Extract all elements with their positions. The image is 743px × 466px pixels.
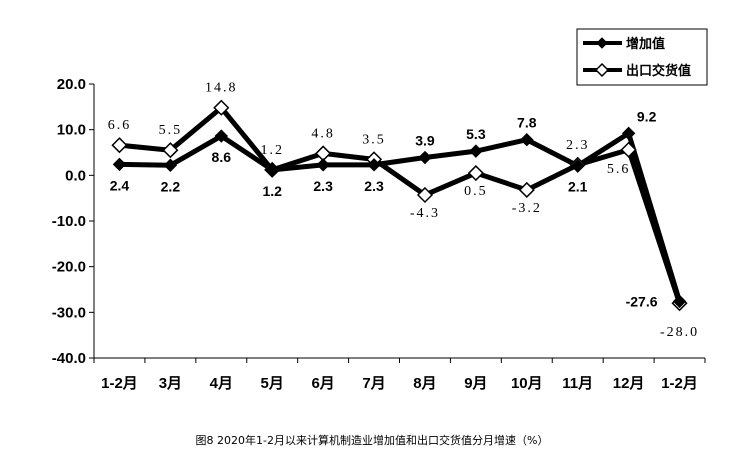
data-label-export: -3.2 xyxy=(512,201,542,216)
y-tick-label: -40.0 xyxy=(52,350,86,367)
data-label-value-added: 9.2 xyxy=(637,108,657,124)
x-tick-label: 12月 xyxy=(613,375,645,392)
y-tick-label: -20.0 xyxy=(52,259,86,276)
point-value-added xyxy=(672,294,687,309)
data-label-export: 5.5 xyxy=(159,123,183,138)
data-label-value-added: 5.3 xyxy=(466,126,486,142)
data-label-export: 1.2 xyxy=(260,143,284,158)
data-label-value-added: 2.4 xyxy=(110,177,130,193)
x-tick-label: 5月 xyxy=(261,375,284,392)
data-label-export: 6.6 xyxy=(108,118,132,133)
x-tick-label: 3月 xyxy=(159,375,182,392)
data-label-value-added: 8.6 xyxy=(212,149,232,165)
data-label-value-added: -27.6 xyxy=(626,293,658,309)
point-export xyxy=(467,164,484,182)
data-label-export: -28.0 xyxy=(660,325,699,340)
y-tick-label: 10.0 xyxy=(57,122,86,139)
point-export xyxy=(518,181,535,199)
x-tick-label: 8月 xyxy=(413,375,436,392)
chart-axes: 20.0 10.0 0.0 -10.0 -20.0 -30.0 -40.0 1-2月 3月 4月 5… xyxy=(52,76,706,392)
x-tick-label: 1-2月 xyxy=(101,375,138,392)
legend-marker-value-added xyxy=(596,37,608,49)
point-value-added xyxy=(316,158,330,172)
point-value-added xyxy=(214,129,228,143)
point-value-added xyxy=(265,163,279,177)
x-tick-label: 1-2月 xyxy=(661,375,698,392)
x-tick-label: 10月 xyxy=(511,375,543,392)
point-value-added xyxy=(520,133,534,147)
point-value-added xyxy=(367,158,381,172)
y-tick-label: 20.0 xyxy=(57,76,86,93)
x-tick-label: 9月 xyxy=(464,375,487,392)
point-value-added xyxy=(163,158,178,172)
legend-label-export: 出口交货值 xyxy=(626,63,691,79)
x-tick-label: 6月 xyxy=(311,375,334,392)
data-label-export: 5.6 xyxy=(607,162,631,177)
series-line-value-added xyxy=(119,130,682,303)
series-line-export xyxy=(119,105,682,304)
data-label-export: 14.8 xyxy=(205,81,238,96)
chart-caption: 图8 2020年1-2月以来计算机制造业增加值和出口交货值分月增速（%） xyxy=(196,433,549,447)
point-value-added xyxy=(418,150,432,165)
point-value-added xyxy=(571,159,585,173)
data-label-value-added: 2.3 xyxy=(364,178,384,194)
data-label-value-added: 2.2 xyxy=(161,178,181,194)
legend-box xyxy=(576,28,708,86)
data-label-value-added: 2.1 xyxy=(568,179,588,195)
chart-data-labels: 2.4 2.2 8.6 1.2 2.3 2.3 3.9 5.3 7.8 2.1 9.2 -27.6 6.… xyxy=(108,81,699,340)
legend-marker-export xyxy=(594,62,610,78)
point-export xyxy=(111,137,128,154)
point-export xyxy=(416,186,434,204)
data-label-export: 0.5 xyxy=(464,184,488,199)
point-value-added xyxy=(621,126,636,141)
data-label-value-added: 1.2 xyxy=(262,183,282,199)
point-value-added xyxy=(112,157,127,172)
data-label-value-added: 7.8 xyxy=(517,115,537,131)
chart-series xyxy=(111,99,688,312)
data-label-export: 2.3 xyxy=(566,138,590,153)
x-tick-label: 11月 xyxy=(562,375,593,392)
data-label-export: 3.5 xyxy=(362,132,386,147)
legend-label-value-added: 增加值 xyxy=(626,36,665,52)
data-label-export: 4.8 xyxy=(311,126,335,141)
x-tick-label: 7月 xyxy=(362,375,385,392)
point-export xyxy=(620,141,637,158)
data-label-export: -4.3 xyxy=(410,206,440,221)
point-export xyxy=(162,142,179,159)
point-value-added xyxy=(469,144,483,158)
point-export xyxy=(213,99,230,116)
y-tick-label: -10.0 xyxy=(52,213,86,230)
data-label-value-added: 3.9 xyxy=(415,133,435,149)
y-tick-label: -30.0 xyxy=(52,304,86,321)
y-tick-label: 0.0 xyxy=(65,167,86,184)
x-tick-label: 4月 xyxy=(210,375,233,392)
data-label-value-added: 2.3 xyxy=(313,178,333,194)
